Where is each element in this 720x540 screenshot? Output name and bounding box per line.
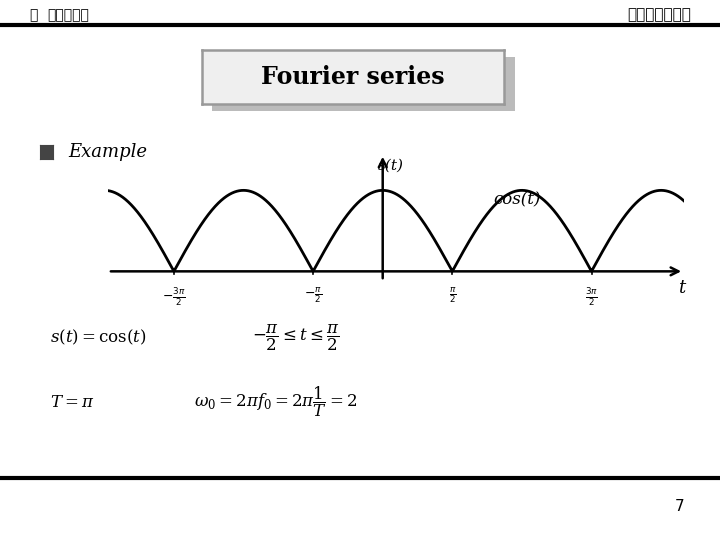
Text: Fourier series: Fourier series	[261, 65, 445, 89]
Text: s(t): s(t)	[378, 159, 404, 173]
Text: cos(t): cos(t)	[493, 192, 541, 208]
Text: $-\dfrac{\pi}{2} \leq t \leq \dfrac{\pi}{2}$: $-\dfrac{\pi}{2} \leq t \leq \dfrac{\pi}…	[252, 322, 339, 353]
Text: 충북대학교: 충북대학교	[47, 8, 89, 22]
Text: Example: Example	[68, 143, 148, 161]
Text: $s(t) = \cos(t)$: $s(t) = \cos(t)$	[50, 328, 147, 347]
Text: $\frac{\pi}{2}$: $\frac{\pi}{2}$	[449, 286, 456, 305]
Text: $\frac{3\pi}{2}$: $\frac{3\pi}{2}$	[585, 286, 598, 308]
Text: 7: 7	[675, 499, 684, 514]
Text: ⓘ: ⓘ	[29, 8, 37, 22]
Text: $-\frac{\pi}{2}$: $-\frac{\pi}{2}$	[304, 286, 322, 305]
Text: t: t	[678, 279, 685, 296]
Text: $T = \pi$: $T = \pi$	[50, 394, 95, 411]
Text: 전자통신연구실: 전자통신연구실	[627, 8, 691, 23]
Text: $\omega_0 = 2\pi f_0 = 2\pi \dfrac{1}{T} = 2$: $\omega_0 = 2\pi f_0 = 2\pi \dfrac{1}{T}…	[194, 385, 358, 420]
Text: $-\frac{3\pi}{2}$: $-\frac{3\pi}{2}$	[162, 286, 186, 308]
